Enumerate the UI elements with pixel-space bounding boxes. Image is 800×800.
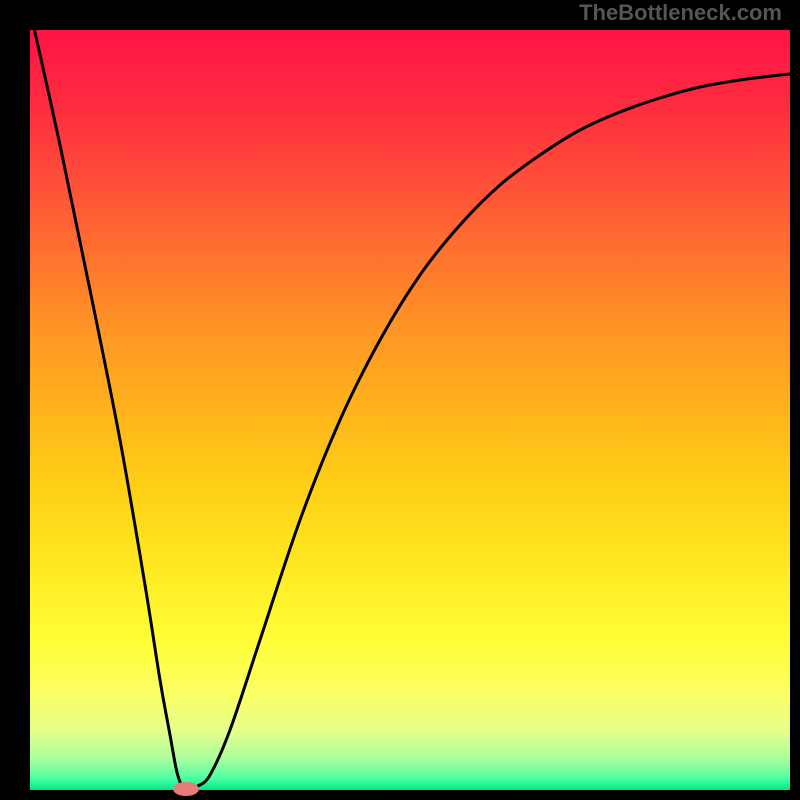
bottleneck-curve-svg	[30, 30, 790, 790]
optimum-marker	[173, 782, 199, 796]
bottleneck-curve	[30, 30, 790, 790]
attribution-text: TheBottleneck.com	[579, 0, 782, 26]
plot-area	[30, 30, 790, 790]
chart-container: TheBottleneck.com	[0, 0, 800, 800]
